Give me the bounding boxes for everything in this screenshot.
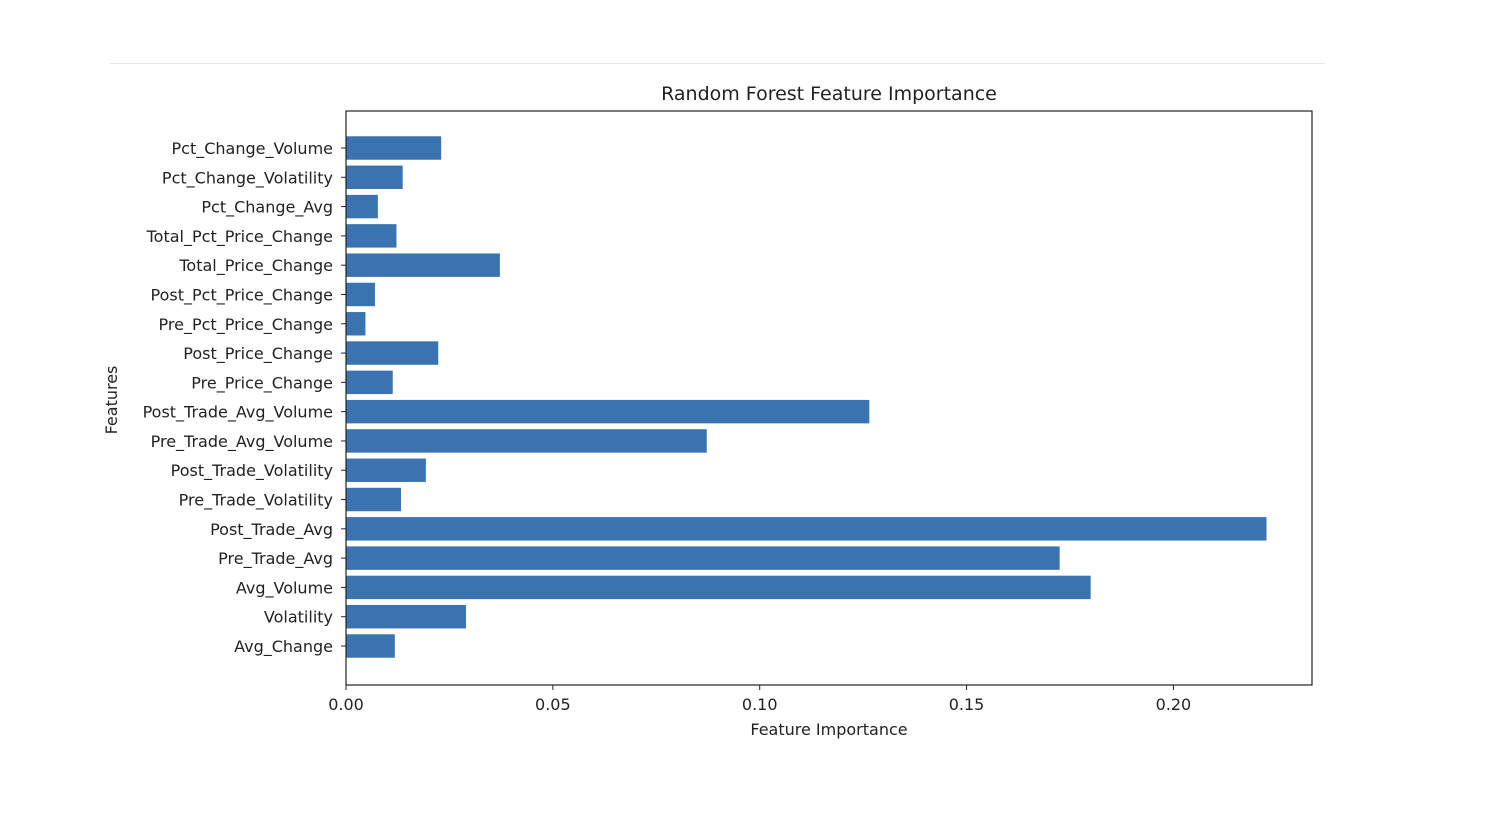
x-tick-label: 0.00 <box>328 695 364 714</box>
bar <box>346 399 870 424</box>
bar <box>346 517 1267 541</box>
x-tick-group: 0.00 0.05 0.10 0.15 0.20 <box>328 685 1191 714</box>
y-tick-label: Pre_Trade_Volatility <box>179 491 333 511</box>
y-tick-label: Post_Pct_Price_Change <box>151 285 333 305</box>
bar <box>346 634 395 658</box>
bar <box>346 312 366 336</box>
y-tick-label: Total_Pct_Price_Change <box>146 227 333 247</box>
top-divider <box>110 63 1325 64</box>
x-tick-label: 0.10 <box>742 695 778 714</box>
x-tick-label: 0.20 <box>1156 695 1192 714</box>
chart-title: Random Forest Feature Importance <box>661 83 997 105</box>
bar <box>346 224 397 248</box>
bar <box>346 165 403 190</box>
bar <box>346 370 393 395</box>
plot-frame <box>345 110 1313 686</box>
bar <box>346 341 439 365</box>
bar <box>346 429 707 453</box>
bar <box>346 194 378 219</box>
y-tick-label: Pct_Change_Avg <box>201 198 333 218</box>
bars-group <box>346 136 1267 658</box>
bar <box>346 604 466 629</box>
y-tick-label: Pre_Trade_Avg <box>218 549 333 569</box>
bar <box>346 282 375 307</box>
y-tick-label: Avg_Change <box>234 637 333 657</box>
x-axis-label: Feature Importance <box>750 720 907 739</box>
y-tick-label: Pre_Price_Change <box>191 373 333 393</box>
y-tick-label: Post_Trade_Volatility <box>171 461 333 481</box>
y-tick-group: Avg_Change Volatility Avg_Volume Pre_Trade_… <box>143 139 346 657</box>
y-tick-label: Avg_Volume <box>236 578 333 598</box>
y-tick-label: Pct_Change_Volume <box>172 139 333 159</box>
x-tick-label: 0.15 <box>949 695 985 714</box>
bar <box>346 253 500 277</box>
x-tick-label: 0.05 <box>535 695 571 714</box>
y-tick-label: Post_Price_Change <box>183 344 333 364</box>
y-tick-label: Total_Price_Change <box>178 256 333 276</box>
bar <box>346 458 426 482</box>
bar <box>346 575 1091 600</box>
y-tick-label: Pct_Change_Volatility <box>162 168 333 188</box>
y-axis-label: Features <box>102 366 121 435</box>
bar <box>346 546 1060 570</box>
y-tick-label: Pre_Pct_Price_Change <box>159 315 333 335</box>
bar <box>346 487 402 512</box>
y-tick-label: Post_Trade_Avg <box>210 520 333 540</box>
y-tick-label: Volatility <box>264 608 333 627</box>
y-tick-label: Pre_Trade_Avg_Volume <box>151 432 333 452</box>
bar <box>346 136 442 160</box>
y-tick-label: Post_Trade_Avg_Volume <box>143 403 333 423</box>
